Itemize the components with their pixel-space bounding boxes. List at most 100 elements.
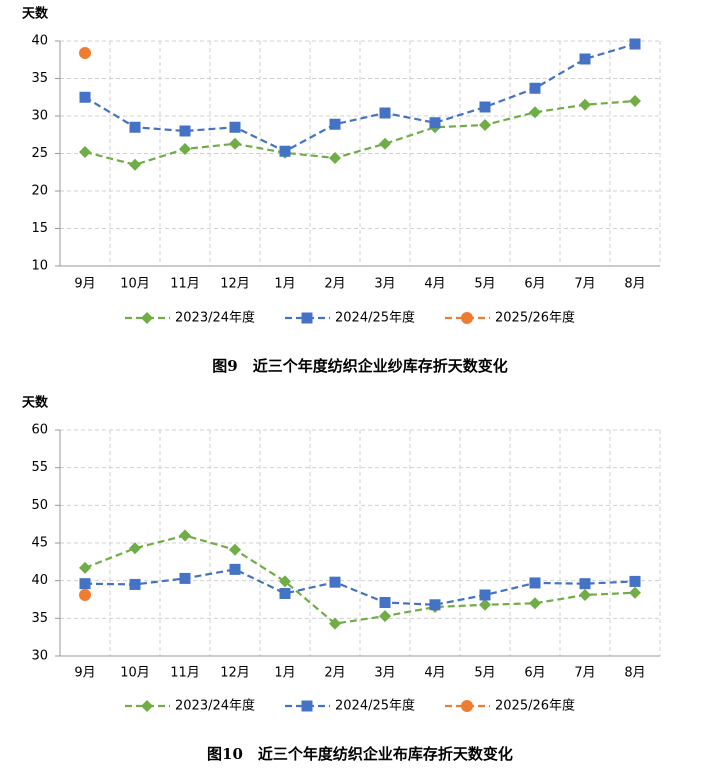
legend-label: 2025/26年度 (495, 698, 575, 714)
marker (229, 563, 241, 575)
y-tick-label: 50 (31, 498, 48, 513)
marker (79, 578, 91, 590)
y-tick-label: 30 (31, 649, 48, 664)
marker (179, 125, 191, 137)
x-tick-label: 1月 (274, 666, 295, 681)
chart-title: 图9 近三个年度纺织企业纱库存折天数变化 (212, 357, 507, 375)
series-line (84, 99, 636, 166)
marker (379, 137, 391, 150)
marker (461, 312, 473, 324)
x-tick-label: 11月 (170, 666, 200, 681)
x-tick-label: 11月 (170, 277, 200, 292)
x-tick-label: 1月 (274, 277, 295, 292)
marker (141, 700, 153, 712)
x-tick-label: 9月 (74, 277, 95, 292)
marker (79, 561, 91, 574)
x-tick-label: 4月 (424, 277, 445, 292)
marker (529, 106, 541, 119)
y-tick-label: 40 (31, 34, 48, 49)
marker (279, 587, 291, 599)
y-tick-label: 10 (31, 259, 48, 274)
y-axis-label: 天数 (22, 395, 49, 411)
marker (301, 312, 313, 324)
marker (179, 143, 191, 155)
x-tick-label: 5月 (474, 277, 495, 292)
marker (141, 312, 153, 324)
x-tick-label: 8月 (624, 666, 645, 681)
marker (479, 598, 491, 611)
x-tick-label: 7月 (574, 666, 595, 681)
marker (379, 610, 391, 623)
y-tick-label: 15 (31, 221, 48, 236)
marker (629, 575, 641, 587)
y-tick-label: 55 (31, 460, 48, 475)
marker (329, 617, 341, 630)
x-tick-label: 8月 (624, 277, 645, 292)
marker (379, 597, 391, 609)
x-tick-label: 3月 (374, 277, 395, 292)
x-tick-label: 2月 (324, 277, 345, 292)
marker (79, 588, 91, 601)
marker (179, 572, 191, 584)
legend-label: 2025/26年度 (495, 310, 575, 326)
y-tick-label: 60 (31, 423, 48, 438)
legend-label: 2024/25年度 (335, 310, 415, 326)
y-tick-label: 30 (31, 109, 48, 124)
y-tick-label: 25 (31, 146, 48, 161)
marker (79, 91, 91, 103)
marker (129, 542, 141, 555)
marker (429, 599, 441, 611)
x-tick-label: 5月 (474, 666, 495, 681)
marker (129, 578, 141, 590)
x-tick-label: 12月 (220, 666, 250, 681)
y-tick-label: 45 (31, 536, 48, 551)
x-tick-label: 10月 (120, 277, 150, 292)
marker (529, 82, 541, 94)
marker (629, 38, 641, 50)
x-tick-label: 12月 (220, 277, 250, 292)
marker (279, 145, 291, 157)
marker (579, 578, 591, 590)
series-line (84, 568, 636, 606)
y-tick-label: 20 (31, 184, 48, 199)
marker (629, 586, 641, 599)
marker (629, 95, 641, 107)
x-tick-label: 7月 (574, 277, 595, 292)
marker (129, 158, 141, 171)
series-line (84, 42, 636, 153)
marker (529, 597, 541, 610)
marker (79, 146, 91, 158)
marker (461, 700, 473, 712)
marker (79, 47, 91, 59)
x-tick-label: 9月 (74, 666, 95, 681)
marker (329, 118, 341, 130)
marker (579, 588, 591, 601)
marker (479, 101, 491, 113)
y-axis-label: 天数 (22, 6, 49, 22)
x-tick-label: 10月 (120, 666, 150, 681)
legend-label: 2024/25年度 (335, 698, 415, 714)
marker (429, 117, 441, 129)
y-tick-label: 40 (31, 573, 48, 588)
legend-label: 2023/24年度 (175, 698, 255, 714)
legend-label: 2023/24年度 (175, 310, 255, 326)
x-tick-label: 3月 (374, 666, 395, 681)
marker (529, 577, 541, 589)
marker (179, 529, 191, 542)
marker (329, 152, 341, 164)
marker (479, 119, 491, 131)
y-tick-label: 35 (31, 611, 48, 626)
marker (229, 137, 241, 150)
marker (479, 589, 491, 601)
marker (579, 98, 591, 111)
x-tick-label: 6月 (524, 277, 545, 292)
marker (579, 53, 591, 65)
x-tick-label: 6月 (524, 666, 545, 681)
marker (301, 700, 313, 712)
marker (379, 107, 391, 119)
x-tick-label: 2月 (324, 666, 345, 681)
marker (279, 575, 291, 588)
marker (329, 576, 341, 588)
x-tick-label: 4月 (424, 666, 445, 681)
